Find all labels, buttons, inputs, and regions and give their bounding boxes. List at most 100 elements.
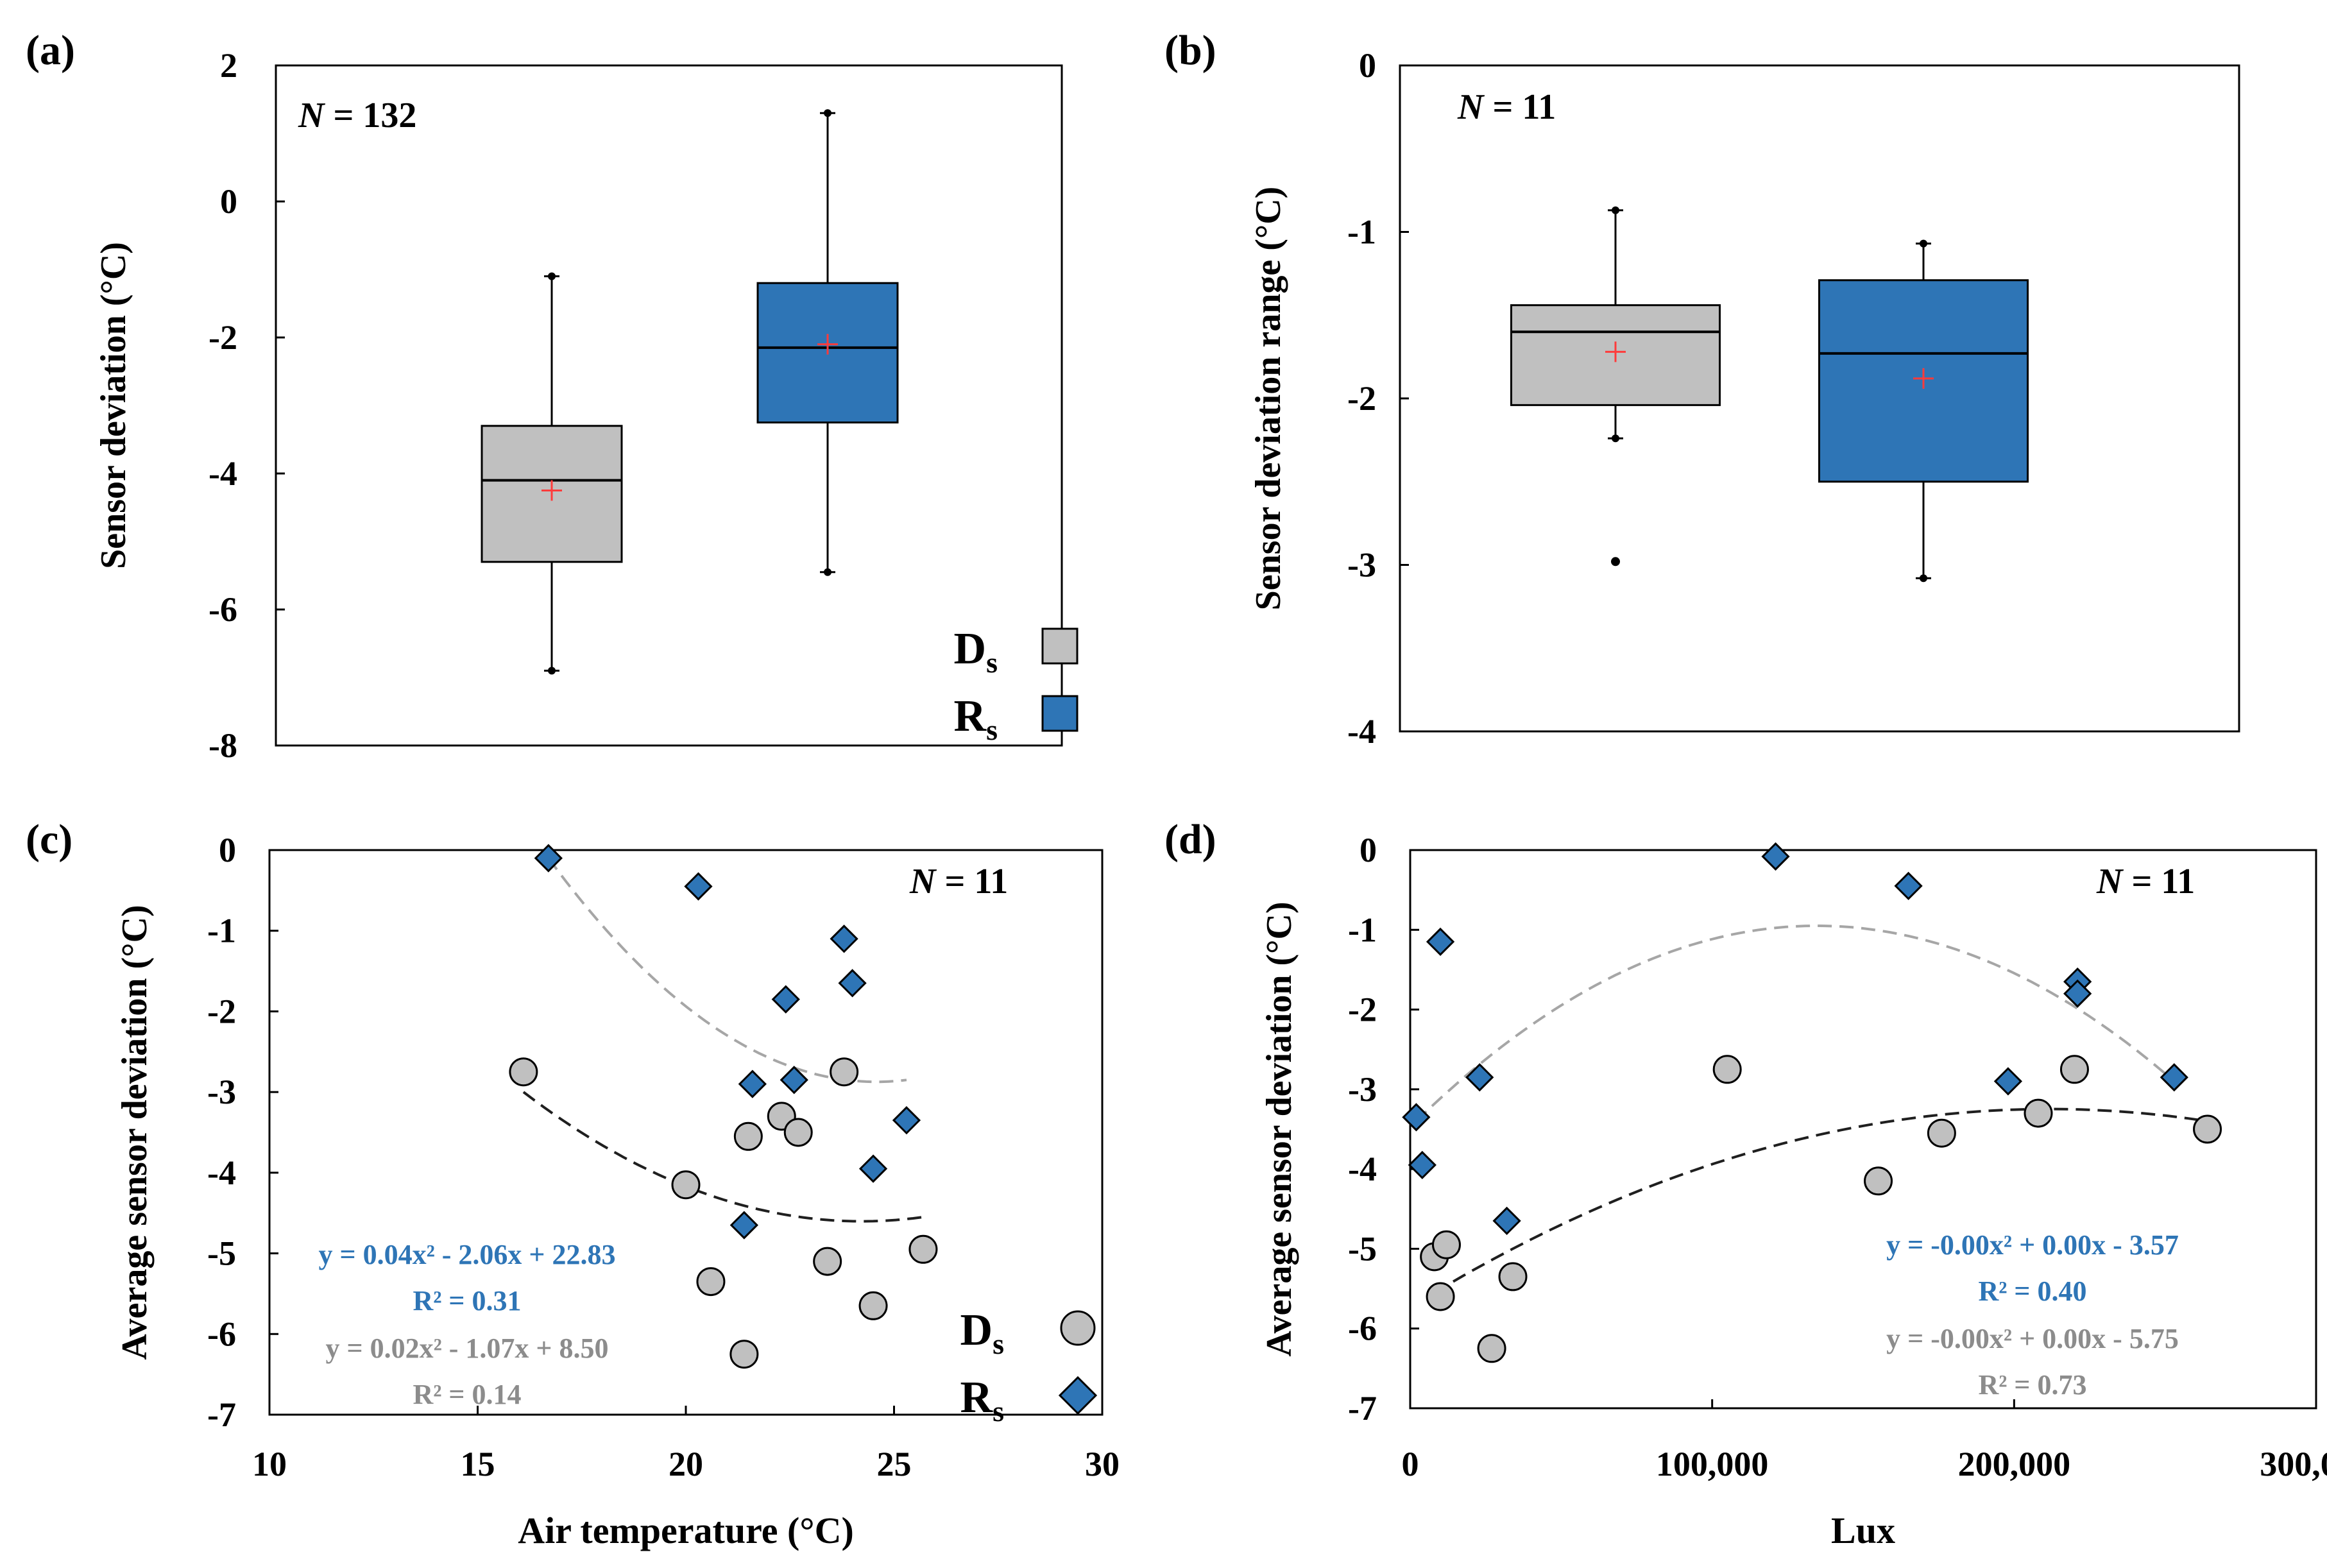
n-annotation-d: N = 11: [2096, 862, 2195, 901]
n-annotation-b: N = 11: [1457, 87, 1556, 127]
n-annotation-a: N = 132: [298, 96, 416, 135]
point-ds: [830, 1057, 859, 1087]
y-tick-label: -5: [207, 1234, 236, 1273]
x-tick-label: 25: [877, 1445, 912, 1483]
point-ds: [509, 1057, 538, 1087]
trendline-rs: [1415, 924, 2176, 1123]
whisker-end-dot: [1920, 239, 1927, 248]
equation-blue: y = 0.04x² - 2.06x + 22.83: [319, 1239, 616, 1270]
y-tick-label: -2: [1347, 379, 1376, 418]
n-annotation-c: N = 11: [909, 862, 1008, 901]
y-tick-label: -4: [1347, 712, 1376, 751]
y-tick-label: 0: [1360, 831, 1377, 869]
point-rs: [534, 844, 563, 873]
panel-d: (d) 0 -1 -2 -3 -4 -5 -6 -7 Average sensor deviati…: [1164, 816, 2327, 1551]
y-tick-label: -3: [207, 1073, 236, 1111]
point-ds: [1477, 1334, 1506, 1363]
legend-label-ds: Ds: [954, 624, 998, 679]
whisker-end-dot: [548, 272, 556, 280]
x-axis-label: Air temperature (°C): [518, 1510, 854, 1551]
y-tick-label: -2: [207, 992, 236, 1030]
y-tick-label: 2: [220, 46, 237, 85]
y-tick-label: -8: [209, 726, 237, 765]
point-ds: [1498, 1262, 1528, 1291]
point-ds: [908, 1234, 938, 1264]
y-tick-label: -6: [207, 1315, 236, 1353]
point-ds: [858, 1291, 888, 1320]
x-axis-label: Lux: [1831, 1510, 1895, 1551]
y-tick-label: 0: [220, 182, 237, 221]
point-rs: [1894, 871, 1923, 901]
panel-a: (a) 2 0 -2 -4 -6 -8 Sensor deviation (°C) N = 13…: [26, 27, 1078, 765]
legend-marker-ds: [1060, 1310, 1096, 1346]
point-ds: [783, 1118, 813, 1147]
point-ds: [1864, 1166, 1893, 1196]
y-tick-label: -4: [209, 454, 237, 493]
trendline-ds: [1433, 1107, 2208, 1294]
x-tick-label: 20: [669, 1445, 703, 1483]
plot-frame-d: [1409, 849, 2317, 1410]
point-rs: [1761, 842, 1790, 871]
point-rs: [738, 1069, 767, 1098]
point-rs: [1993, 1067, 2023, 1096]
point-rs: [1465, 1063, 1494, 1092]
point-rs: [2160, 1063, 2188, 1092]
point-ds: [696, 1267, 726, 1297]
equation-gray: y = 0.02x² - 1.07x + 8.50: [326, 1333, 609, 1364]
point-rs: [1426, 927, 1455, 957]
r-squared-gray: R² = 0.14: [413, 1379, 521, 1410]
x-tick-label: 200,000: [1958, 1445, 2071, 1483]
r-squared-gray: R² = 0.73: [1978, 1369, 2086, 1401]
legend-label-rs: Rs: [960, 1373, 1004, 1427]
y-tick-label: -2: [1348, 991, 1377, 1029]
panel-label-d: (d): [1164, 816, 1216, 863]
point-rs: [780, 1066, 808, 1095]
y-axis-label: Average sensor deviation (°C): [115, 905, 155, 1359]
trendline-ds: [522, 1091, 924, 1223]
point-ds: [671, 1170, 701, 1200]
y-tick-label: -1: [1347, 213, 1376, 251]
panel-c: (c) 0 -1 -2 -3 -4 -5 -6 -7 Average sensor deviati…: [26, 816, 1120, 1551]
legend-label-ds: Ds: [960, 1306, 1004, 1360]
whisker-end-dot: [1920, 574, 1927, 583]
y-axis-label: Sensor deviation (°C): [94, 242, 133, 569]
y-tick-label: -6: [209, 590, 237, 629]
r-squared-blue: R² = 0.40: [1978, 1275, 2086, 1307]
whisker-end-dot: [548, 667, 556, 675]
y-tick-label: -1: [1348, 910, 1377, 949]
whisker-end-dot: [1612, 206, 1619, 214]
y-tick-label: -6: [1348, 1309, 1377, 1348]
point-rs: [1402, 1103, 1431, 1132]
y-tick-label: 0: [219, 831, 236, 869]
x-tick-label: 100,000: [1656, 1445, 1769, 1483]
legend-label-rs: Rs: [954, 692, 998, 746]
point-ds: [2024, 1098, 2053, 1128]
point-ds: [813, 1247, 842, 1276]
point-ds: [1927, 1118, 1956, 1148]
point-ds: [1426, 1282, 1455, 1311]
equation-blue: y = -0.00x² + 0.00x - 3.57: [1886, 1229, 2179, 1261]
x-tick-label: 0: [1402, 1445, 1419, 1483]
y-tick-label: -3: [1348, 1070, 1377, 1109]
legend-swatch-ds: [1041, 627, 1078, 665]
y-tick-label: -1: [207, 912, 236, 950]
y-axis-label: Average sensor deviation (°C): [1259, 901, 1299, 1356]
panel-label-b: (b): [1164, 27, 1216, 74]
y-tick-label: -4: [1348, 1150, 1377, 1188]
point-rs: [771, 985, 800, 1014]
point-rs: [838, 969, 867, 998]
x-tick-label: 15: [461, 1445, 495, 1483]
point-ds: [729, 1340, 759, 1369]
y-tick-label: -7: [207, 1395, 236, 1434]
legend-marker-rs: [1058, 1376, 1098, 1415]
point-rs: [830, 925, 858, 953]
y-tick-label: -3: [1347, 546, 1376, 584]
y-axis-label: Sensor deviation range (°C): [1249, 187, 1288, 611]
point-ds: [2059, 1055, 2089, 1084]
y-tick-label: -2: [209, 318, 237, 357]
point-ds: [733, 1121, 763, 1151]
panel-label-c: (c): [26, 816, 72, 863]
whisker-end-dot: [824, 109, 831, 117]
legend-swatch-rs: [1041, 695, 1078, 732]
x-tick-label: 10: [252, 1445, 287, 1483]
